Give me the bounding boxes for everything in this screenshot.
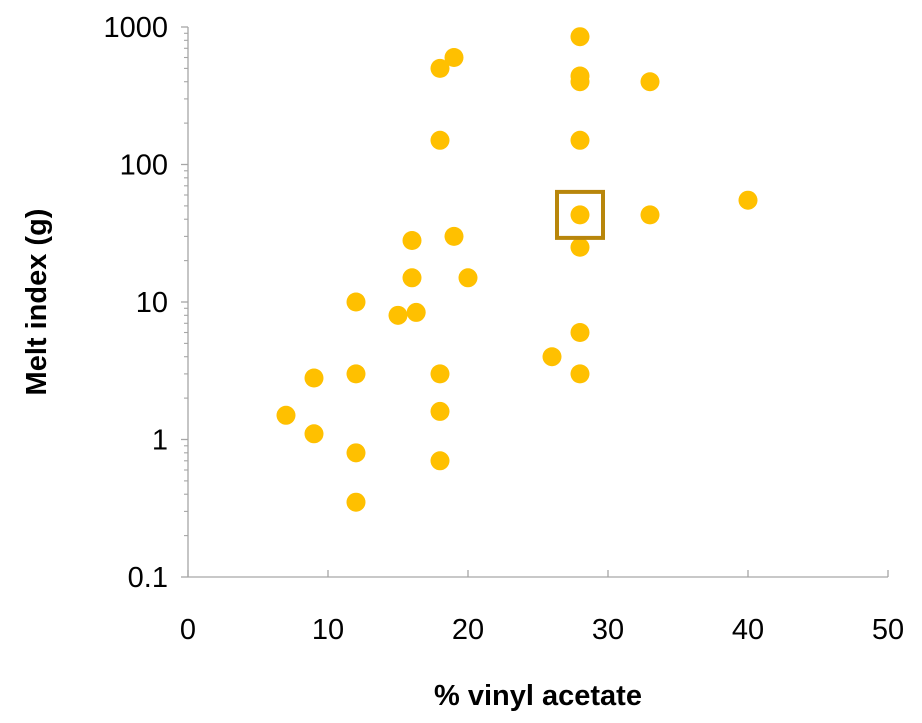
data-point (570, 27, 590, 47)
data-point (402, 231, 422, 251)
data-point (430, 58, 450, 78)
y-tick-label: 1 (152, 425, 168, 457)
data-point (570, 66, 590, 86)
data-points (276, 27, 758, 512)
x-tick-label: 10 (312, 614, 344, 646)
data-point (570, 323, 590, 343)
data-point (346, 364, 366, 384)
data-point (406, 302, 426, 322)
x-axis-title: % vinyl acetate (434, 680, 642, 712)
y-axis-title: Melt index (g) (21, 209, 53, 396)
data-point (570, 364, 590, 384)
data-point (304, 368, 324, 388)
highlight-layer (555, 189, 605, 240)
y-tick-label: 1000 (103, 12, 168, 44)
data-point (640, 72, 660, 92)
data-point (570, 237, 590, 257)
data-point (402, 268, 422, 288)
data-point (570, 130, 590, 150)
x-tick-label: 20 (452, 614, 484, 646)
x-tick-label: 0 (180, 614, 196, 646)
x-tick-label: 30 (592, 614, 624, 646)
data-point (444, 226, 464, 246)
y-tick-label: 0.1 (128, 562, 168, 594)
data-point (542, 347, 562, 367)
x-tick-label: 50 (872, 614, 904, 646)
data-point (430, 130, 450, 150)
data-point (346, 443, 366, 463)
y-tick-label: 100 (120, 150, 168, 182)
highlight-square (555, 189, 605, 240)
data-point (430, 451, 450, 471)
data-point (304, 424, 324, 444)
x-tick-label: 40 (732, 614, 764, 646)
y-tick-label: 10 (136, 287, 168, 319)
data-point (430, 401, 450, 421)
axes: 0.1 1 10 100 1000 0 10 20 30 40 50 (103, 12, 904, 646)
data-point (276, 405, 296, 425)
data-point (346, 492, 366, 512)
data-point (346, 292, 366, 312)
data-point (570, 205, 590, 225)
data-point (430, 364, 450, 384)
data-point (388, 305, 408, 325)
data-point (458, 268, 478, 288)
data-point (738, 190, 758, 210)
data-point (640, 205, 660, 225)
data-point (444, 48, 464, 68)
